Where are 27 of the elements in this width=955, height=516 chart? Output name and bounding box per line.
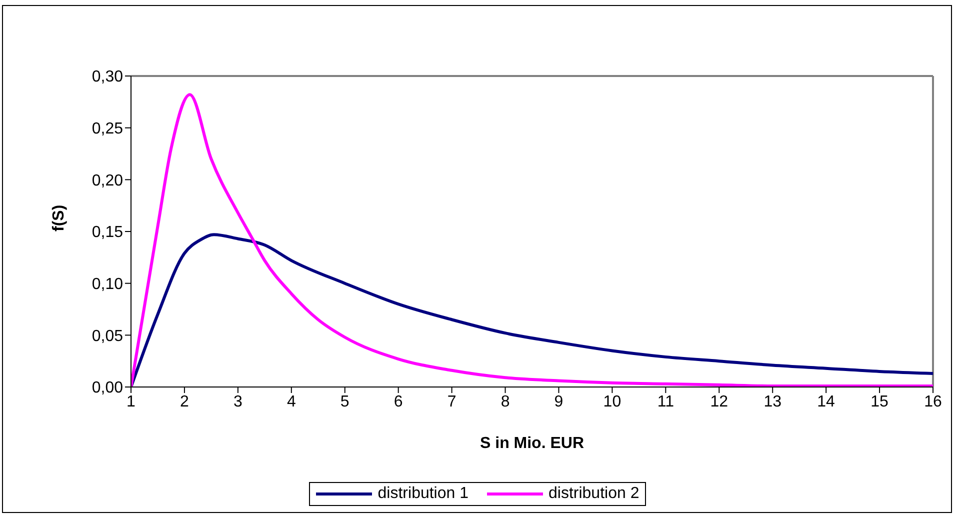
x-tick-label: 14 [817,393,836,410]
x-tick-label: 4 [286,393,296,410]
legend-label: distribution 2 [548,485,640,503]
legend-label: distribution 1 [376,485,468,503]
x-tick-label: 5 [340,393,350,410]
x-tick-label: 16 [924,393,942,410]
x-tick-label: 12 [710,393,728,410]
x-tick-label: 9 [554,393,564,410]
x-tick-label: 11 [657,393,674,410]
x-tick-label: 2 [180,393,190,410]
y-tick-label: 0,15 [92,224,124,242]
x-tick-label: 1 [126,393,136,410]
y-tick-label: 0,30 [92,68,124,86]
x-tick-label: 8 [500,393,510,410]
x-tick-label: 6 [394,393,403,410]
y-axis-title: f(S) [50,204,68,232]
y-tick-label: 0,25 [92,120,124,138]
x-tick-label: 13 [764,393,782,410]
y-tick-label: 0,05 [92,328,124,345]
y-tick-label: 0,10 [92,276,124,294]
y-tick-label: 0,20 [92,172,124,190]
x-tick-label: 15 [870,393,889,410]
x-axis-title: S in Mio. EUR [480,435,584,452]
y-tick-label: 0,00 [92,380,124,397]
x-tick-label: 7 [447,393,456,410]
x-tick-label: 3 [233,393,242,410]
x-tick-label: 10 [603,393,622,410]
